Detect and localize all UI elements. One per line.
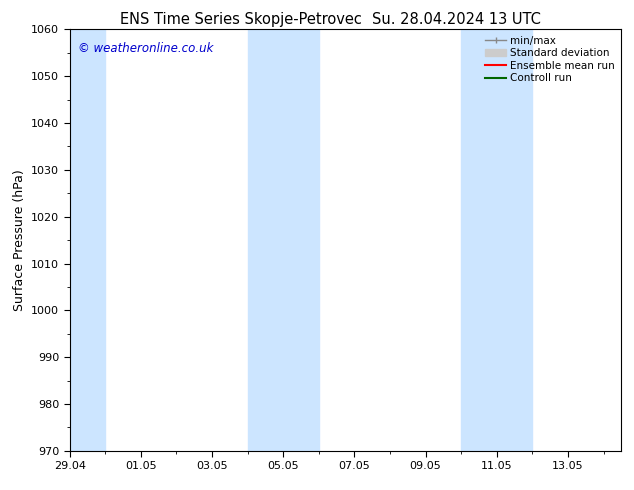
Text: Su. 28.04.2024 13 UTC: Su. 28.04.2024 13 UTC xyxy=(372,12,541,27)
Text: © weatheronline.co.uk: © weatheronline.co.uk xyxy=(78,42,214,55)
Y-axis label: Surface Pressure (hPa): Surface Pressure (hPa) xyxy=(13,169,25,311)
Bar xyxy=(461,29,533,451)
Text: ENS Time Series Skopje-Petrovec: ENS Time Series Skopje-Petrovec xyxy=(120,12,362,27)
Bar xyxy=(70,29,105,451)
Bar xyxy=(248,29,319,451)
Legend: min/max, Standard deviation, Ensemble mean run, Controll run: min/max, Standard deviation, Ensemble me… xyxy=(482,32,618,87)
